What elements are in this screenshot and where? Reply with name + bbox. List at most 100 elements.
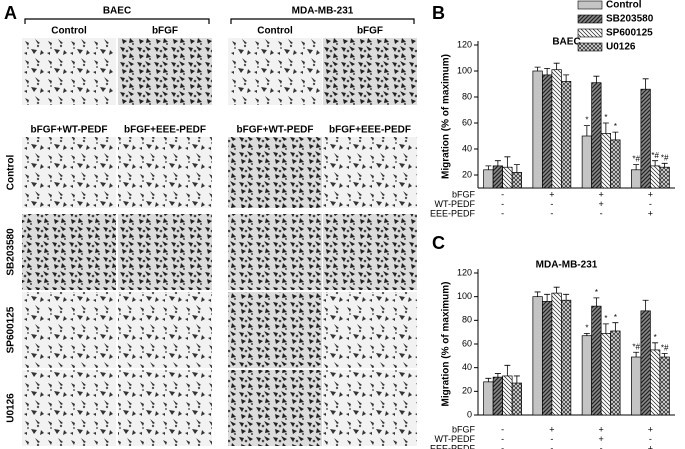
significance: *#: [632, 342, 640, 351]
significance: *: [604, 113, 607, 122]
condition-value: +: [648, 189, 653, 199]
y-tick-label: 120: [457, 39, 472, 49]
significance: *#: [661, 344, 669, 353]
bar: [581, 335, 592, 416]
y-tick-label: 120: [457, 267, 472, 277]
chart-title: MDA-MB-231: [536, 260, 598, 271]
legend-label: SP600125: [606, 28, 653, 39]
micrograph: [228, 38, 322, 105]
micrograph: [323, 137, 417, 208]
bar: [600, 133, 611, 189]
error-bar: [583, 125, 590, 136]
condition-value: -: [550, 443, 553, 449]
micrograph: [118, 137, 212, 208]
condition-value: -: [600, 443, 603, 449]
column-label: bFGF: [357, 26, 383, 37]
chart-title: BAEC: [552, 37, 580, 48]
condition-value: -: [550, 434, 553, 444]
y-tick-label: 40: [462, 143, 472, 153]
significance: *: [585, 116, 588, 125]
charts: B BAEC Migration (% of maximum) 20 40 60 80 100…: [430, 0, 675, 449]
bar: [650, 349, 661, 416]
condition-value: +: [648, 208, 653, 218]
column-label: Control: [51, 26, 87, 37]
error-bar: [612, 322, 619, 331]
error-bar: [602, 122, 609, 134]
legend-label: SB203580: [606, 14, 654, 25]
micrograph: [118, 370, 212, 446]
micrograph: [228, 137, 322, 208]
significance: *: [604, 314, 607, 323]
micrograph: [323, 38, 417, 105]
bar: [483, 169, 494, 189]
micrograph: [118, 214, 212, 290]
row-label: SB203580: [6, 228, 17, 276]
error-bar: [485, 165, 492, 170]
group-label: MDA-MB-231: [292, 6, 354, 17]
condition-value: -: [649, 199, 652, 209]
significance: *: [595, 288, 598, 297]
error-bar: [633, 164, 640, 170]
y-tick-label: 100: [457, 65, 472, 75]
significance: *#: [651, 151, 659, 160]
condition-value: -: [501, 199, 504, 209]
bar: [551, 292, 562, 416]
row-label: U0126: [6, 393, 17, 423]
condition-label: EEE-PEDF: [430, 208, 476, 218]
bracket: [230, 18, 415, 24]
micrograph: [118, 292, 212, 368]
error-bar: [534, 66, 541, 71]
panel-label: B: [432, 3, 445, 23]
error-bar: [553, 286, 560, 294]
bracket: [24, 18, 210, 24]
bar: [511, 382, 522, 416]
condition-value: -: [501, 189, 504, 199]
bar: [610, 330, 621, 416]
condition-value: -: [649, 434, 652, 444]
column-label: bFGF: [152, 26, 178, 37]
y-tick-label: 40: [462, 362, 472, 372]
condition-label: bFGF: [452, 424, 476, 434]
y-tick-label: 80: [462, 315, 472, 325]
error-bar: [593, 297, 600, 307]
bar: [542, 301, 553, 416]
bar: [532, 70, 543, 189]
significance: *: [585, 323, 588, 332]
error-bar: [583, 332, 590, 336]
error-bar: [494, 373, 501, 378]
bar: [532, 296, 543, 416]
column-label: bFGF+EEE-PEDF: [124, 125, 206, 136]
y-tick-label: 100: [457, 291, 472, 301]
condition-value: -: [501, 434, 504, 444]
column-label: bFGF+WT-PEDF: [31, 125, 108, 136]
panel-label: A: [4, 3, 17, 23]
panel-label: C: [432, 233, 445, 253]
condition-label: WT-PEDF: [435, 199, 476, 209]
legend-swatch: [577, 14, 603, 24]
significance: *: [654, 333, 657, 342]
condition-value: +: [648, 424, 653, 434]
bar: [600, 333, 611, 416]
micrograph: [323, 292, 417, 368]
error-bar: [563, 74, 570, 82]
error-bar: [652, 342, 659, 350]
error-bar: [642, 78, 649, 90]
error-bar: [652, 160, 659, 166]
condition-value: -: [550, 208, 553, 218]
y-tick-label: 80: [462, 91, 472, 101]
bar: [610, 139, 621, 189]
condition-value: +: [549, 424, 554, 434]
error-bar: [513, 375, 520, 384]
y-tick-label: 20: [462, 169, 472, 179]
condition-value: +: [598, 199, 603, 209]
legend-swatch: [577, 28, 603, 38]
bar: [640, 88, 651, 189]
bar: [581, 135, 592, 189]
error-bar: [494, 160, 501, 166]
micrograph: [228, 370, 322, 446]
condition-value: +: [598, 434, 603, 444]
micrograph: [323, 214, 417, 290]
column-label: Control: [257, 26, 293, 37]
condition-value: -: [600, 208, 603, 218]
